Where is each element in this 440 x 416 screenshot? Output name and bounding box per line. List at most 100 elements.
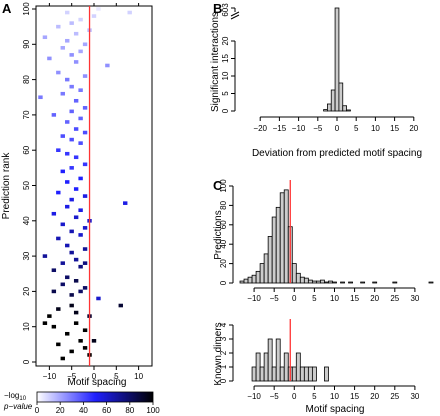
panel-c-top-ylabel: Predictions: [213, 210, 224, 259]
heatmap-cell: [51, 324, 57, 329]
heatmap-cell: [69, 21, 74, 25]
colorbar-tick-label: 40: [79, 406, 88, 415]
histogram-bar: [324, 281, 329, 284]
y-tick-label: 60: [219, 220, 228, 229]
histogram-bar: [271, 366, 277, 382]
histogram-bar: [267, 236, 273, 284]
heatmap-cell: [65, 151, 70, 156]
y-tick-label: 603: [221, 3, 230, 17]
x-tick-label: 10: [371, 124, 380, 133]
heatmap-cell: [65, 275, 70, 280]
heatmap-cell: [56, 236, 61, 241]
heatmap-cell: [65, 38, 70, 43]
x-tick-label: −10: [292, 124, 306, 133]
panel-a-xlabel: Motif spacing: [68, 377, 127, 388]
histogram-bar: [295, 352, 301, 382]
panel-a-ylabel: Prediction rank: [1, 152, 12, 220]
y-tick-label: 15: [221, 54, 230, 63]
heatmap-cell: [69, 137, 74, 142]
heatmap-cell: [78, 289, 83, 294]
heatmap-cell: [65, 10, 70, 15]
heatmap-cell: [73, 155, 79, 160]
heatmap-cell: [78, 17, 83, 22]
panel-letter-b: B: [213, 1, 222, 16]
x-tick-label: −10: [43, 372, 57, 381]
colorbar-tick-label: 60: [102, 406, 111, 415]
heatmap-cell: [82, 74, 88, 78]
heatmap-cell: [60, 282, 65, 287]
heatmap-cell: [73, 60, 79, 64]
heatmap-cell: [56, 307, 61, 311]
x-tick-label: 10: [330, 294, 339, 303]
x-tick-label: −10: [247, 392, 261, 401]
histogram-bar: [311, 280, 317, 284]
heatmap-cell: [56, 190, 61, 195]
colorbar-tick-label: 80: [125, 406, 134, 415]
heatmap-cell: [78, 264, 83, 269]
panel-c-bottom-bars: [251, 338, 329, 382]
colorbar-tick-label: 20: [56, 406, 65, 415]
panel-b: −20 −15 −10 −5 0 5 10 15 20 0 5 10 15 20 603 Deviation…: [210, 3, 422, 159]
y-tick-label: 0: [219, 280, 228, 285]
heatmap-cell: [69, 303, 74, 308]
heatmap-cell: [56, 342, 61, 347]
panel-c-bottom-axes: 0 1 2 3 4 −10 −5 0 5 10 15 20 25 30: [219, 322, 420, 401]
heatmap-cell: [78, 141, 83, 145]
heatmap-cell: [82, 286, 88, 290]
x-tick-label: 30: [410, 392, 419, 401]
histogram-bar: [428, 281, 434, 284]
y-tick-label: 40: [22, 216, 31, 225]
histogram-bar: [342, 105, 348, 112]
heatmap-cell: [73, 215, 79, 220]
x-tick-label: 15: [350, 392, 359, 401]
heatmap-cell: [78, 208, 83, 213]
heatmap-cell: [82, 247, 88, 251]
y-tick-label: 80: [219, 200, 228, 209]
heatmap-cell: [56, 70, 61, 75]
histogram-bar: [299, 276, 305, 284]
x-tick-label: 0: [92, 372, 97, 381]
panel-c-bottom-ylabel: Known dimers: [213, 322, 224, 385]
heatmap-cell: [73, 187, 79, 191]
heatmap-cell: [78, 49, 83, 54]
y-tick-label: 80: [22, 75, 31, 84]
x-tick-label: −5: [270, 294, 280, 303]
heatmap-cell: [42, 35, 48, 40]
axis-break-mark: [230, 14, 240, 20]
y-tick-label: 20: [22, 286, 31, 295]
heatmap-cell: [56, 24, 61, 29]
histogram-bar: [239, 280, 245, 284]
histogram-bar: [328, 280, 333, 284]
histogram-bar: [259, 263, 265, 284]
y-tick-label: 60: [22, 145, 31, 154]
histogram-bar: [243, 278, 249, 284]
heatmap-cell: [78, 116, 83, 121]
x-tick-label: 30: [410, 294, 419, 303]
heatmap-cell: [42, 254, 48, 258]
heatmap-cell: [82, 130, 88, 135]
x-tick-label: 5: [312, 294, 317, 303]
histogram-bar: [346, 109, 351, 112]
heatmap-cell: [60, 46, 65, 50]
x-tick-label: 0: [292, 294, 297, 303]
y-tick-label: 100: [22, 2, 31, 16]
histogram-bar: [255, 352, 261, 382]
histogram-bar: [315, 280, 321, 284]
histogram-bar: [251, 366, 257, 382]
histogram-bar: [279, 366, 285, 382]
heatmap-cell: [82, 162, 88, 167]
x-tick-label: 20: [370, 294, 379, 303]
histogram-bar: [291, 366, 297, 382]
heatmap-cell: [69, 109, 74, 114]
histogram-bar: [263, 253, 269, 284]
heatmap-cell: [60, 222, 65, 227]
heatmap-cell: [69, 349, 74, 354]
heatmap-cell: [82, 226, 88, 230]
x-tick-label: 15: [350, 294, 359, 303]
colorbar-gradient: [36, 391, 154, 403]
heatmap-cell: [65, 204, 70, 209]
x-tick-label: 5: [354, 124, 359, 133]
x-tick-label: 10: [330, 392, 339, 401]
colorbar-tick-label: 0: [35, 406, 40, 415]
histogram-bar: [330, 89, 336, 112]
